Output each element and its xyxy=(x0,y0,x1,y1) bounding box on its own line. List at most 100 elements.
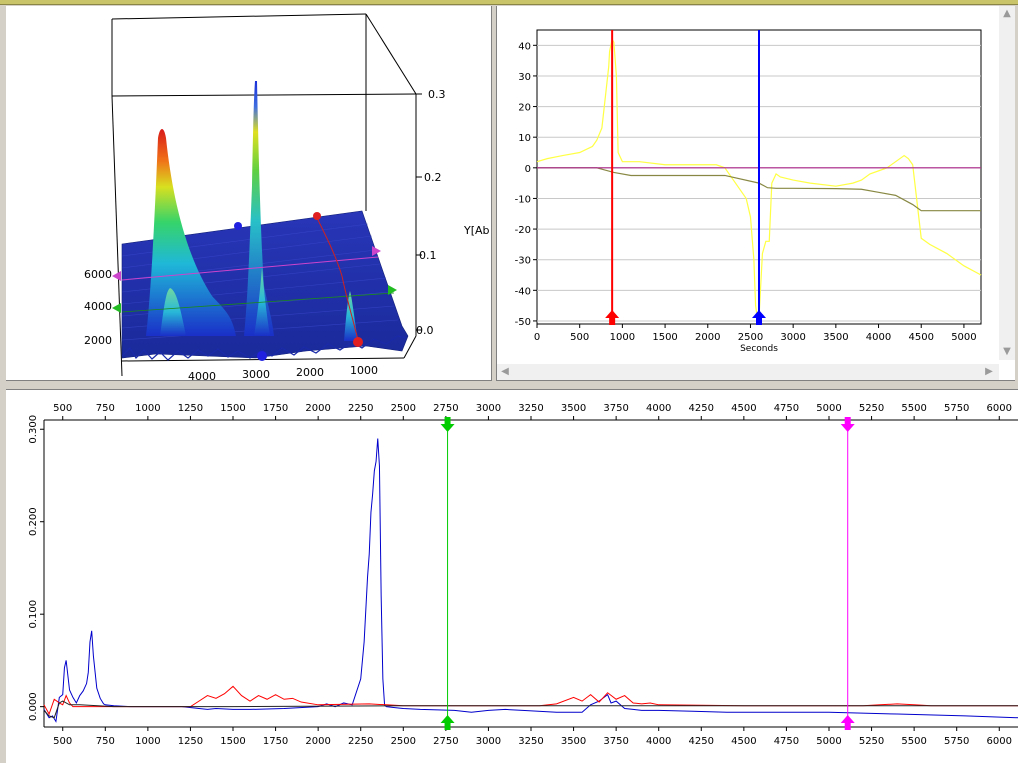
peak-red xyxy=(146,129,236,336)
cursor-red-curve xyxy=(315,215,359,341)
top-tick-label: 3500 xyxy=(561,403,586,414)
cursor-arrow-0-icon[interactable] xyxy=(605,310,620,325)
top-tick-label: 2000 xyxy=(305,403,330,414)
marker-magenta-left-icon[interactable] xyxy=(112,271,121,281)
marker-blue-bottom[interactable] xyxy=(257,351,267,361)
scroll-left-icon[interactable]: ◀ xyxy=(501,366,509,377)
y-tick-label: 40 xyxy=(518,41,531,52)
horizontal-scrollbar[interactable]: ◀ ▶ xyxy=(497,364,999,380)
marker-magenta-right-icon[interactable] xyxy=(372,246,381,256)
scroll-up-icon[interactable]: ▲ xyxy=(1003,8,1011,19)
y-tick-2000: 2000 xyxy=(84,334,112,347)
spectrum-series-0 xyxy=(43,438,1018,723)
top-tick-label: 3250 xyxy=(518,403,543,414)
y-tick-label: -30 xyxy=(515,256,531,267)
top-tick-label: 4250 xyxy=(689,403,714,414)
top-tick-label: 5750 xyxy=(944,403,969,414)
z-tick-3: 0.0 xyxy=(416,324,434,337)
top-tick-label: 6000 xyxy=(987,403,1012,414)
bottom-tick-label: 1000 xyxy=(135,736,160,747)
spectrum-cursor-bottom-1-icon[interactable] xyxy=(840,715,855,730)
bottom-tick-label: 750 xyxy=(96,736,115,747)
y-tick-label: 20 xyxy=(518,103,531,114)
y-tick-label: 10 xyxy=(518,133,531,144)
bottom-tick-label: 1750 xyxy=(263,736,288,747)
bottom-tick-label: 4500 xyxy=(731,736,756,747)
peak-right xyxy=(344,291,358,341)
spectrum-cursor-top-1-icon[interactable] xyxy=(840,417,855,432)
top-tick-label: 5250 xyxy=(859,403,884,414)
y-tick-label: 0 xyxy=(525,164,531,175)
bottom-tick-label: 3500 xyxy=(561,736,586,747)
spectrum-cursor-bottom-0-icon[interactable] xyxy=(440,715,455,730)
scroll-right-icon[interactable]: ▶ xyxy=(985,366,993,377)
spectrum-panel[interactable]: 500 500 750 750 1000 1000 1250 1250 1500 1500 1750… xyxy=(6,389,1018,763)
spectrum-chart[interactable]: 500 500 750 750 1000 1000 1250 1250 1500 1500 1750… xyxy=(6,390,1018,763)
bottom-tick-label: 5250 xyxy=(859,736,884,747)
top-tick-label: 5500 xyxy=(901,403,926,414)
x-tick-label: 5000 xyxy=(951,332,976,343)
y-tick-label: -40 xyxy=(515,286,531,297)
bottom-tick-label: 4250 xyxy=(689,736,714,747)
bottom-tick-label: 500 xyxy=(53,736,72,747)
top-tick-label: 3750 xyxy=(603,403,628,414)
bottom-tick-label: 1250 xyxy=(178,736,203,747)
marker-red-top[interactable] xyxy=(313,212,321,220)
spectrum-series-1 xyxy=(43,685,1018,716)
bottom-tick-label: 4750 xyxy=(774,736,799,747)
y-tick-label: -10 xyxy=(515,194,531,205)
y-tick-label: -50 xyxy=(515,317,531,328)
series-line-1 xyxy=(537,167,981,212)
bottom-tick-label: 2000 xyxy=(305,736,330,747)
marker-green-right-icon[interactable] xyxy=(388,285,397,295)
peak-side xyxy=(160,288,186,336)
peak-main-spike xyxy=(244,81,274,336)
bottom-tick-label: 5000 xyxy=(816,736,841,747)
spectrum-cursor-top-0-icon[interactable] xyxy=(440,417,455,432)
marker-blue-top[interactable] xyxy=(234,222,242,230)
x-tick-label: 3000 xyxy=(780,332,805,343)
surface-3d-plot[interactable]: 0.3 0.2 0.1 0.0 Y[Ab 6000 4000 2000 4000… xyxy=(6,6,491,380)
scroll-down-icon[interactable]: ▼ xyxy=(1003,346,1011,357)
top-tick-label: 2750 xyxy=(433,403,458,414)
y-tick-label: 0.300 xyxy=(28,415,39,444)
series-line-0 xyxy=(536,37,982,319)
top-tick-label: 3000 xyxy=(476,403,501,414)
window-top-border xyxy=(0,0,1018,5)
top-tick-label: 500 xyxy=(53,403,72,414)
x-tick-label: 1500 xyxy=(652,332,677,343)
bottom-tick-label: 4000 xyxy=(646,736,671,747)
x-tick-label: 500 xyxy=(570,332,589,343)
spectrum-series-2 xyxy=(43,700,1018,719)
x-tick-label: 2500 xyxy=(738,332,763,343)
bottom-tick-label: 3000 xyxy=(476,736,501,747)
z-tick-2: 0.1 xyxy=(419,249,437,262)
bottom-tick-label: 1500 xyxy=(220,736,245,747)
top-tick-label: 1250 xyxy=(178,403,203,414)
x-tick-3000: 3000 xyxy=(242,368,270,380)
marker-green-left-icon[interactable] xyxy=(112,303,121,313)
y-tick-label: -20 xyxy=(515,225,531,236)
x-tick-label: 0 xyxy=(534,332,540,343)
bottom-tick-label: 6000 xyxy=(987,736,1012,747)
z-tick-1: 0.2 xyxy=(424,171,442,184)
cursor-arrow-1-icon[interactable] xyxy=(752,310,766,325)
top-tick-label: 1750 xyxy=(263,403,288,414)
vertical-scrollbar[interactable]: ▲ ▼ xyxy=(999,6,1015,360)
top-tick-label: 4750 xyxy=(774,403,799,414)
z-tick-0: 0.3 xyxy=(428,88,446,101)
y-tick-6000: 6000 xyxy=(84,268,112,281)
z-axis xyxy=(416,93,422,331)
top-tick-label: 1500 xyxy=(220,403,245,414)
x-tick-label: 3500 xyxy=(823,332,848,343)
y-tick-label: 0.000 xyxy=(28,692,39,721)
time-trace-panel[interactable]: 40 30 20 10 0 -10 -20 -30 -40 -50 0 500 1000 1500 2000… xyxy=(496,6,1015,381)
top-tick-label: 2500 xyxy=(391,403,416,414)
marker-red-bottom[interactable] xyxy=(353,337,363,347)
surface-3d-panel[interactable]: 0.3 0.2 0.1 0.0 Y[Ab 6000 4000 2000 4000… xyxy=(6,6,492,381)
x-axis-title: Seconds xyxy=(740,344,778,354)
x-tick-2000: 2000 xyxy=(296,366,324,379)
bottom-tick-label: 3750 xyxy=(603,736,628,747)
y-tick-label: 0.100 xyxy=(28,600,39,629)
